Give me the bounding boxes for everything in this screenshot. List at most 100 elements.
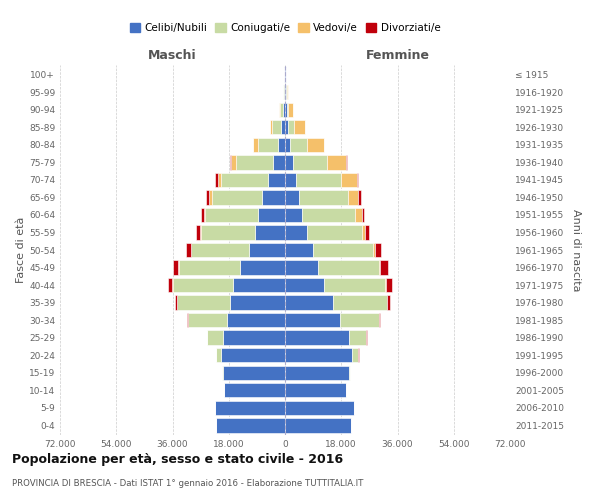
Bar: [262, 190, 285, 204]
Bar: [215, 172, 218, 187]
Bar: [231, 155, 236, 170]
Bar: [285, 243, 313, 257]
Bar: [209, 190, 212, 204]
Bar: [340, 313, 379, 328]
Bar: [373, 243, 374, 257]
Bar: [357, 172, 358, 187]
Bar: [285, 348, 352, 362]
Bar: [284, 68, 285, 82]
Bar: [285, 366, 349, 380]
Bar: [290, 138, 307, 152]
Y-axis label: Anni di nascita: Anni di nascita: [571, 209, 581, 291]
Bar: [196, 226, 200, 239]
Bar: [285, 208, 302, 222]
Bar: [285, 102, 287, 117]
Bar: [386, 278, 392, 292]
Bar: [334, 296, 386, 310]
Bar: [212, 190, 262, 204]
Bar: [216, 348, 221, 362]
Bar: [285, 313, 340, 328]
Bar: [223, 366, 285, 380]
Bar: [216, 418, 285, 432]
Bar: [200, 226, 256, 239]
Bar: [285, 120, 288, 134]
Bar: [362, 226, 365, 239]
Bar: [349, 366, 350, 380]
Bar: [307, 226, 362, 239]
Bar: [327, 155, 346, 170]
Bar: [233, 278, 285, 292]
Bar: [287, 102, 289, 117]
Bar: [259, 208, 285, 222]
Bar: [191, 243, 249, 257]
Bar: [362, 208, 364, 222]
Bar: [230, 155, 231, 170]
Bar: [289, 102, 293, 117]
Text: Femmine: Femmine: [365, 50, 430, 62]
Bar: [227, 313, 285, 328]
Bar: [253, 138, 258, 152]
Bar: [269, 120, 272, 134]
Bar: [379, 260, 380, 274]
Bar: [302, 208, 355, 222]
Bar: [280, 102, 283, 117]
Bar: [285, 383, 346, 398]
Bar: [379, 313, 380, 328]
Bar: [173, 278, 233, 292]
Bar: [349, 330, 366, 345]
Bar: [272, 120, 281, 134]
Bar: [385, 278, 386, 292]
Bar: [285, 260, 318, 274]
Bar: [296, 172, 341, 187]
Bar: [285, 190, 299, 204]
Bar: [188, 313, 227, 328]
Bar: [288, 120, 295, 134]
Bar: [352, 348, 358, 362]
Bar: [318, 260, 379, 274]
Bar: [177, 296, 230, 310]
Bar: [283, 102, 285, 117]
Bar: [285, 68, 286, 82]
Text: Maschi: Maschi: [148, 50, 197, 62]
Bar: [387, 296, 390, 310]
Bar: [258, 138, 278, 152]
Bar: [200, 208, 204, 222]
Bar: [380, 260, 388, 274]
Bar: [358, 190, 361, 204]
Bar: [285, 85, 286, 100]
Bar: [313, 243, 373, 257]
Bar: [347, 190, 358, 204]
Bar: [283, 85, 284, 100]
Bar: [374, 243, 381, 257]
Bar: [284, 85, 285, 100]
Bar: [268, 172, 285, 187]
Bar: [355, 208, 362, 222]
Bar: [285, 418, 350, 432]
Text: Popolazione per età, sesso e stato civile - 2016: Popolazione per età, sesso e stato civil…: [12, 452, 343, 466]
Bar: [249, 243, 285, 257]
Y-axis label: Fasce di età: Fasce di età: [16, 217, 26, 283]
Bar: [179, 260, 239, 274]
Bar: [278, 138, 285, 152]
Bar: [299, 190, 347, 204]
Bar: [273, 155, 285, 170]
Bar: [285, 226, 307, 239]
Bar: [206, 190, 209, 204]
Bar: [293, 155, 327, 170]
Bar: [341, 172, 357, 187]
Bar: [281, 120, 285, 134]
Bar: [285, 155, 293, 170]
Bar: [218, 172, 221, 187]
Bar: [307, 138, 324, 152]
Legend: Celibi/Nubili, Coniugati/e, Vedovi/e, Divorziati/e: Celibi/Nubili, Coniugati/e, Vedovi/e, Di…: [125, 18, 445, 37]
Bar: [236, 155, 273, 170]
Bar: [186, 243, 191, 257]
Bar: [285, 296, 334, 310]
Bar: [221, 172, 268, 187]
Bar: [167, 278, 172, 292]
Bar: [224, 383, 285, 398]
Bar: [230, 296, 285, 310]
Bar: [287, 85, 288, 100]
Bar: [295, 120, 305, 134]
Text: PROVINCIA DI BRESCIA - Dati ISTAT 1° gennaio 2016 - Elaborazione TUTTITALIA.IT: PROVINCIA DI BRESCIA - Dati ISTAT 1° gen…: [12, 479, 364, 488]
